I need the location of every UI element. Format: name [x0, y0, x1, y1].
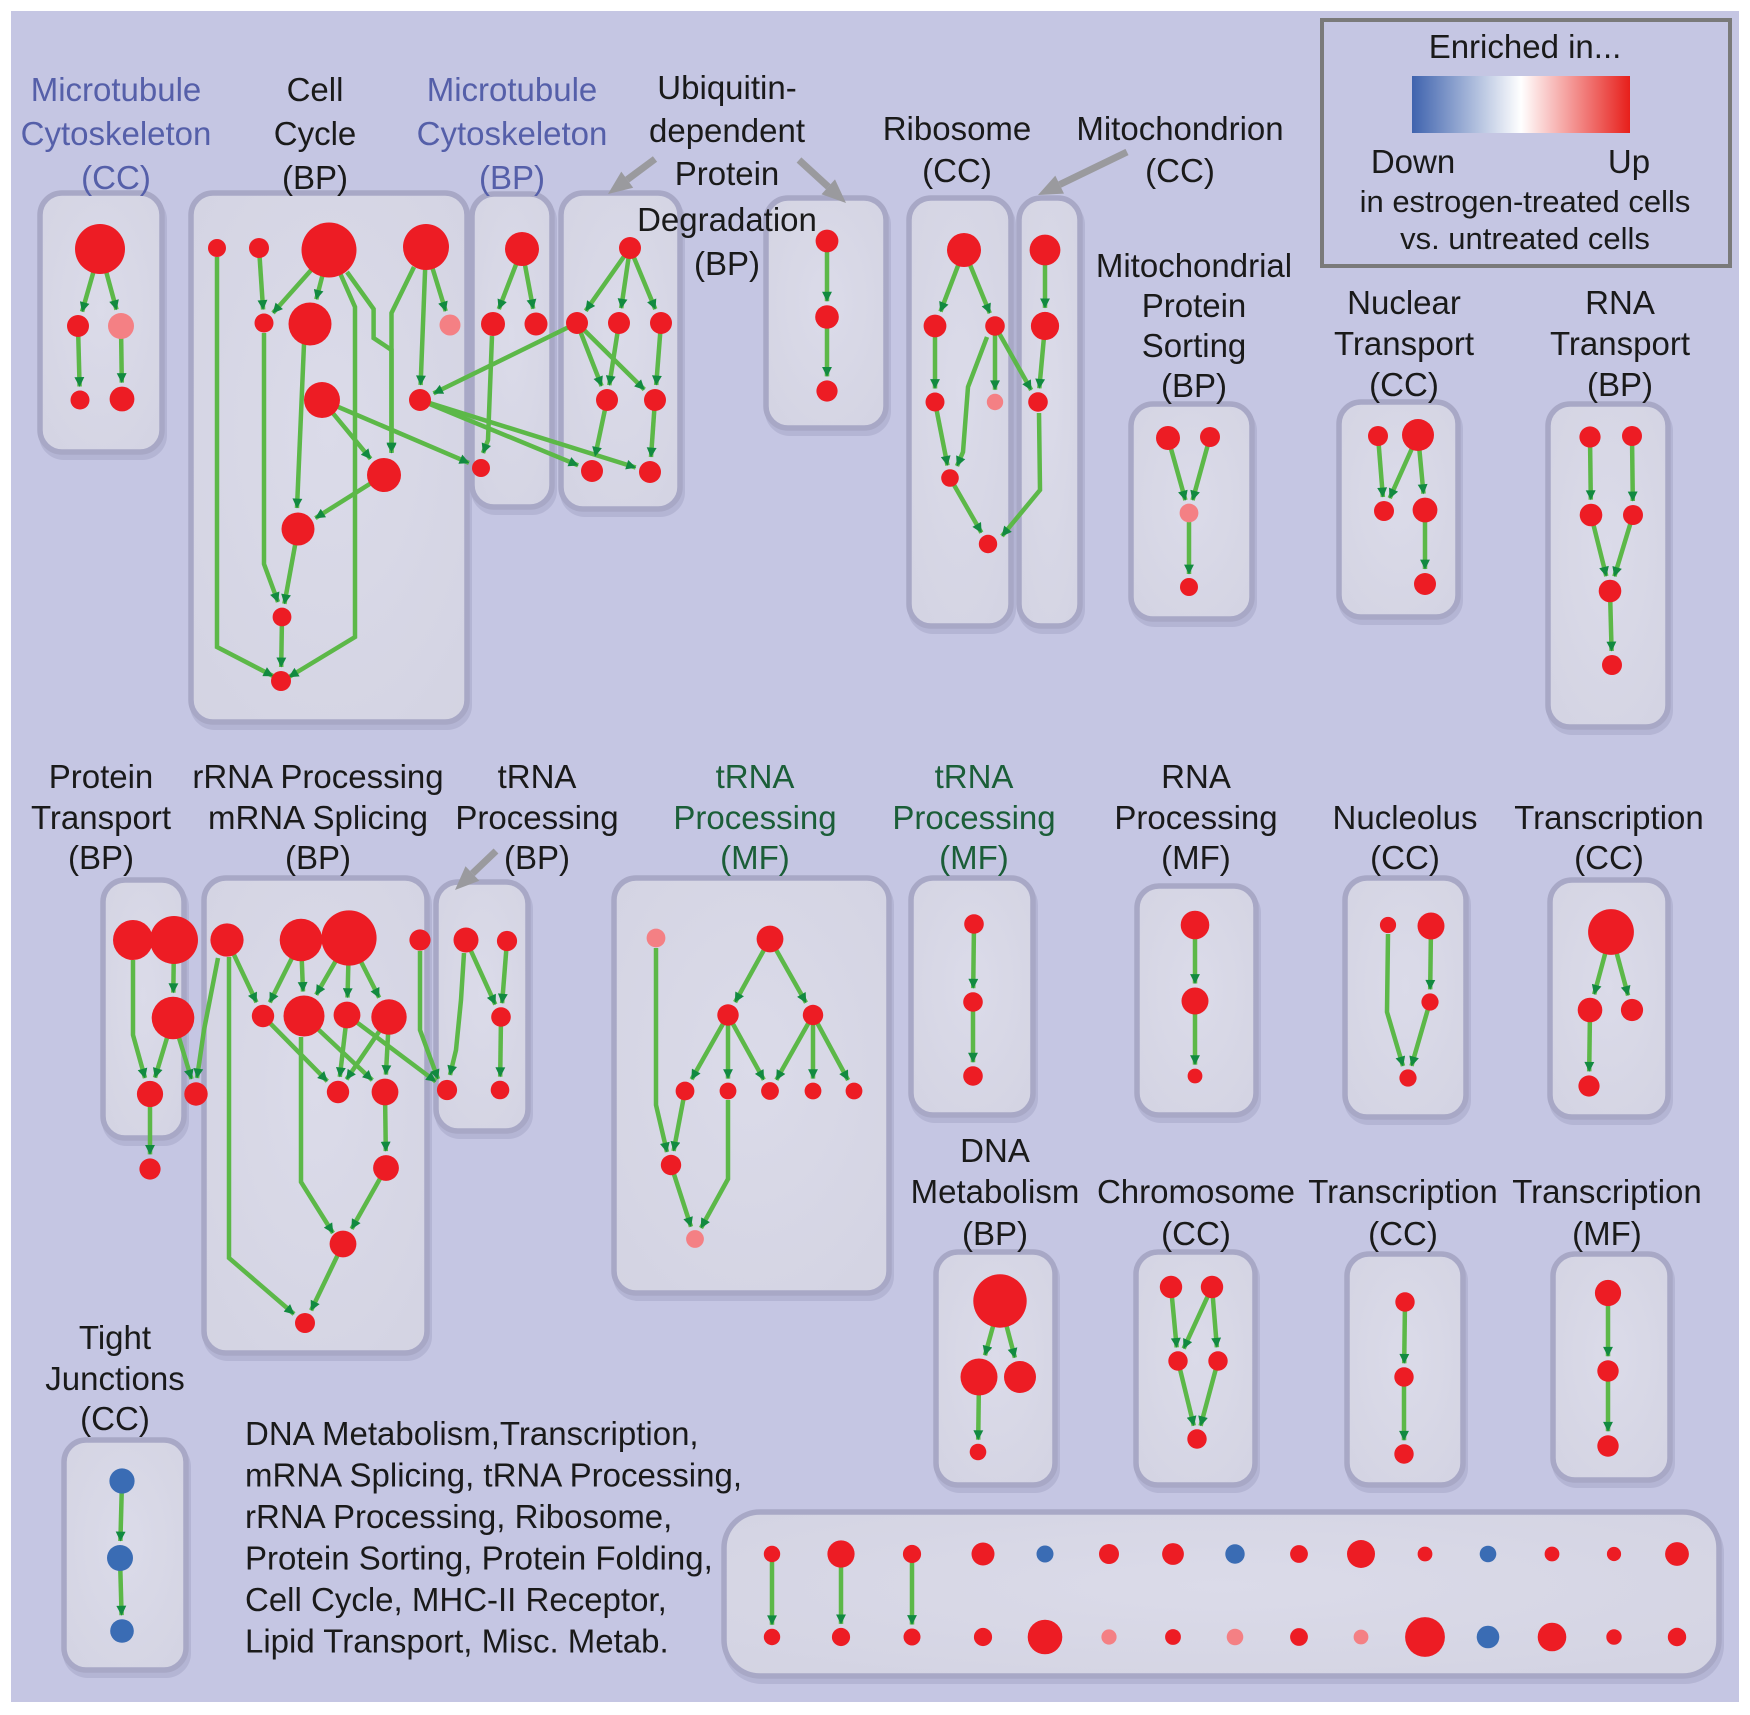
svg-text:Cytoskeleton: Cytoskeleton	[417, 115, 608, 152]
svg-text:(BP): (BP)	[68, 839, 134, 876]
svg-text:(BP): (BP)	[694, 245, 760, 282]
svg-text:dependent: dependent	[649, 112, 805, 149]
svg-text:Mitochondrial: Mitochondrial	[1096, 247, 1292, 284]
svg-text:Degradation: Degradation	[637, 201, 817, 238]
svg-text:Transport: Transport	[1334, 325, 1474, 362]
svg-text:Protein: Protein	[49, 758, 154, 795]
svg-text:tRNA: tRNA	[498, 758, 577, 795]
svg-text:rRNA Processing, Ribosome,: rRNA Processing, Ribosome,	[245, 1498, 672, 1535]
svg-text:Processing: Processing	[892, 799, 1055, 836]
svg-text:Transport: Transport	[1550, 325, 1690, 362]
svg-text:(CC): (CC)	[1368, 1215, 1438, 1252]
svg-text:Ribosome: Ribosome	[883, 110, 1032, 147]
svg-text:(BP): (BP)	[962, 1215, 1028, 1252]
svg-text:Transcription: Transcription	[1512, 1173, 1702, 1210]
svg-text:DNA Metabolism,Transcription,: DNA Metabolism,Transcription,	[245, 1415, 699, 1452]
svg-text:rRNA Processing: rRNA Processing	[192, 758, 443, 795]
svg-text:Lipid Transport, Misc. Metab.: Lipid Transport, Misc. Metab.	[245, 1623, 669, 1660]
svg-text:mRNA Splicing: mRNA Splicing	[208, 799, 428, 836]
svg-text:Protein: Protein	[1142, 287, 1247, 324]
svg-text:Cell Cycle, MHC-II Receptor,: Cell Cycle, MHC-II Receptor,	[245, 1581, 667, 1618]
svg-text:(MF): (MF)	[939, 839, 1009, 876]
svg-text:(BP): (BP)	[1587, 366, 1653, 403]
svg-text:Transcription: Transcription	[1308, 1173, 1498, 1210]
svg-text:Processing: Processing	[673, 799, 836, 836]
svg-text:(CC): (CC)	[80, 1400, 150, 1437]
svg-text:Junctions: Junctions	[45, 1360, 184, 1397]
svg-text:(BP): (BP)	[504, 839, 570, 876]
svg-text:Tight: Tight	[79, 1319, 151, 1356]
svg-text:Cell: Cell	[287, 71, 344, 108]
svg-text:tRNA: tRNA	[716, 758, 795, 795]
svg-text:in estrogen-treated cells: in estrogen-treated cells	[1360, 184, 1691, 219]
svg-text:(CC): (CC)	[1161, 1215, 1231, 1252]
svg-text:Microtubule: Microtubule	[427, 71, 598, 108]
svg-text:Nuclear: Nuclear	[1347, 284, 1461, 321]
svg-text:vs. untreated cells: vs. untreated cells	[1400, 221, 1650, 256]
svg-text:Transport: Transport	[31, 799, 171, 836]
svg-text:(CC): (CC)	[1370, 839, 1440, 876]
svg-text:Transcription: Transcription	[1514, 799, 1704, 836]
svg-text:Cycle: Cycle	[274, 115, 357, 152]
svg-text:Enriched in...: Enriched in...	[1429, 28, 1622, 65]
svg-text:(BP): (BP)	[282, 159, 348, 196]
svg-text:Cytoskeleton: Cytoskeleton	[21, 115, 212, 152]
svg-text:Nucleolus: Nucleolus	[1333, 799, 1478, 836]
svg-text:(MF): (MF)	[720, 839, 790, 876]
svg-text:RNA: RNA	[1161, 758, 1231, 795]
svg-text:Down: Down	[1371, 143, 1455, 180]
svg-text:(BP): (BP)	[1161, 367, 1227, 404]
svg-text:Protein Sorting, Protein Foldi: Protein Sorting, Protein Folding,	[245, 1540, 713, 1577]
svg-text:Protein: Protein	[675, 155, 780, 192]
svg-text:(CC): (CC)	[1145, 152, 1215, 189]
svg-text:(BP): (BP)	[479, 159, 545, 196]
svg-text:tRNA: tRNA	[935, 758, 1014, 795]
svg-text:mRNA Splicing, tRNA Processing: mRNA Splicing, tRNA Processing,	[245, 1457, 742, 1494]
svg-text:(CC): (CC)	[922, 152, 992, 189]
svg-text:Chromosome: Chromosome	[1097, 1173, 1295, 1210]
svg-text:Processing: Processing	[455, 799, 618, 836]
svg-text:Up: Up	[1608, 143, 1650, 180]
svg-text:Sorting: Sorting	[1142, 327, 1247, 364]
svg-text:(BP): (BP)	[285, 839, 351, 876]
svg-text:(CC): (CC)	[1574, 839, 1644, 876]
svg-text:(CC): (CC)	[81, 159, 151, 196]
svg-text:Ubiquitin-: Ubiquitin-	[657, 69, 796, 106]
svg-text:RNA: RNA	[1585, 284, 1655, 321]
svg-text:(MF): (MF)	[1572, 1215, 1642, 1252]
svg-text:Processing: Processing	[1114, 799, 1277, 836]
svg-text:Microtubule: Microtubule	[31, 71, 202, 108]
svg-text:DNA: DNA	[960, 1132, 1030, 1169]
svg-text:Metabolism: Metabolism	[911, 1173, 1080, 1210]
svg-text:Mitochondrion: Mitochondrion	[1076, 110, 1283, 147]
svg-text:(CC): (CC)	[1369, 366, 1439, 403]
svg-text:(MF): (MF)	[1161, 839, 1231, 876]
